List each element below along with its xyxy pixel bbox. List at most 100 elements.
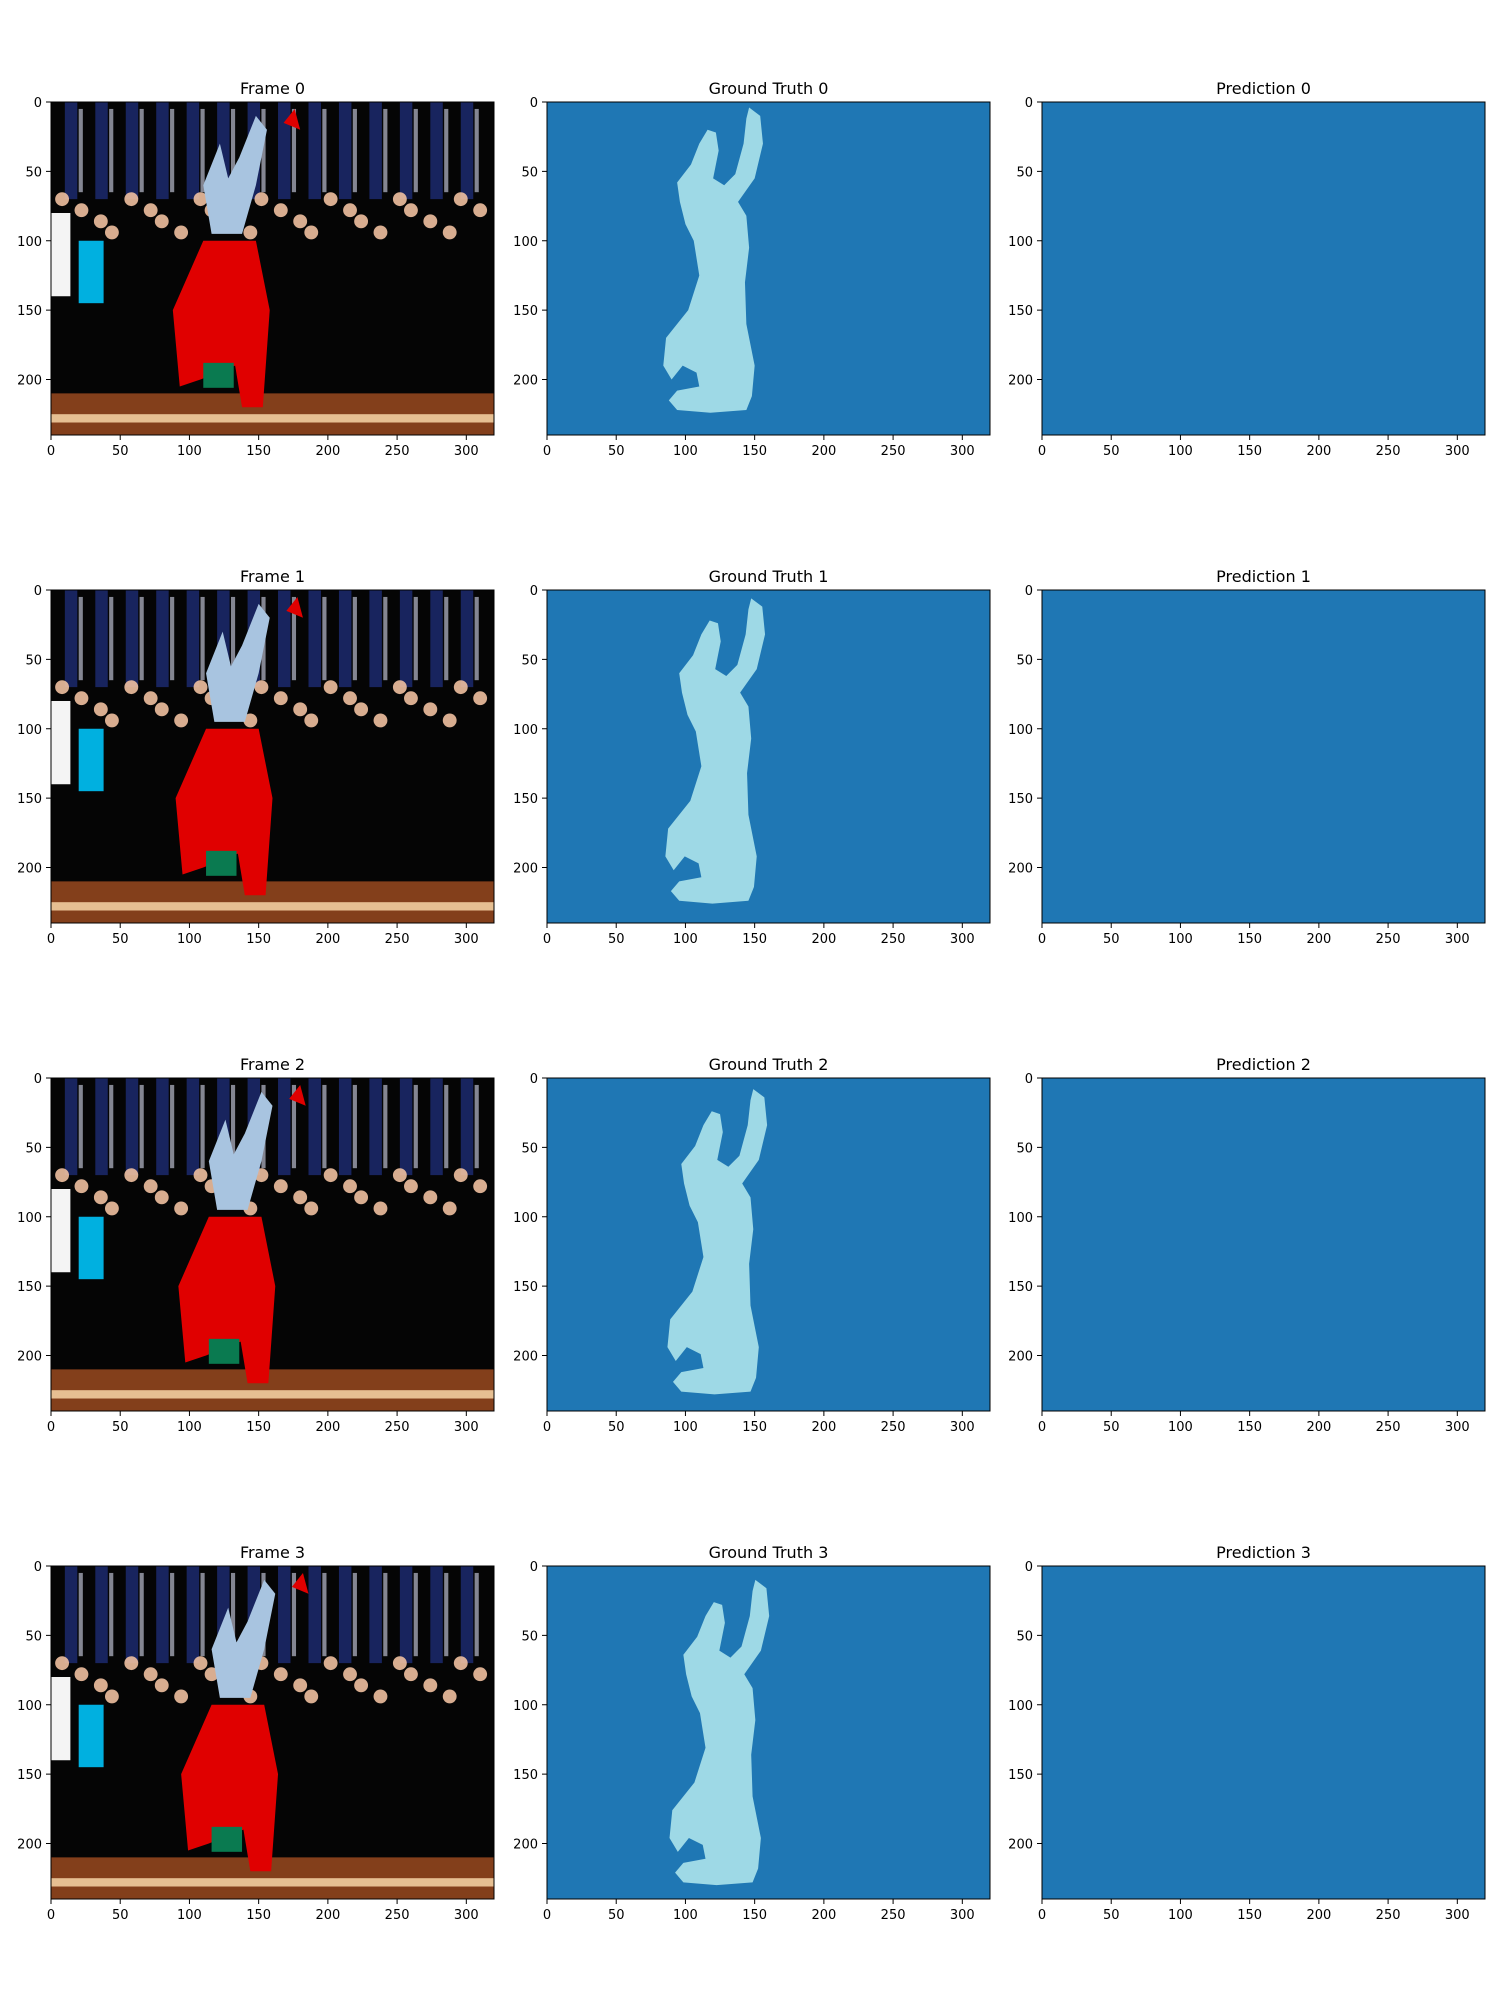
mask-background [1042, 1078, 1485, 1411]
x-tick-label: 100 [177, 1420, 202, 1435]
building-window [369, 590, 382, 688]
building-window [64, 590, 78, 688]
x-tick-label: 200 [811, 1420, 836, 1435]
image-area [547, 590, 990, 923]
y-tick-label: 100 [17, 235, 42, 250]
x-tick-label: 200 [315, 932, 340, 947]
crowd-head [423, 1678, 438, 1693]
building-pillar [139, 1084, 144, 1169]
y-tick-label: 0 [34, 1072, 42, 1087]
y-tick-label: 200 [513, 374, 538, 389]
y-tick-label: 100 [17, 1211, 42, 1226]
x-tick-label: 300 [950, 1908, 975, 1923]
crowd-head [243, 713, 258, 728]
y-tick-label: 0 [530, 1560, 538, 1575]
building-pillar [352, 596, 357, 681]
y-tick-label: 0 [34, 96, 42, 111]
building-pillar [109, 1084, 114, 1169]
building-window [308, 590, 321, 688]
y-tick-label: 0 [34, 584, 42, 599]
image-area [547, 1078, 990, 1411]
x-tick-label: 300 [950, 932, 975, 947]
x-tick-label: 150 [1237, 1908, 1262, 1923]
spectator-white [51, 701, 71, 785]
crowd-head [453, 1656, 468, 1671]
building-pillar [474, 1572, 479, 1657]
x-tick-label: 300 [454, 932, 479, 947]
crowd-head [254, 680, 269, 695]
crowd-head [74, 1667, 89, 1682]
dancer-legs [211, 1579, 276, 1698]
crowd-head [453, 1168, 468, 1183]
image-area [51, 590, 495, 923]
crowd-head [273, 691, 288, 706]
crowd-head [154, 1678, 169, 1693]
crowd-head [104, 1201, 119, 1216]
x-tick-label: 0 [47, 1908, 55, 1923]
building-pillar [200, 1572, 205, 1657]
subplot-title: Frame 3 [240, 1543, 305, 1562]
x-tick-label: 300 [950, 1420, 975, 1435]
crowd-head [343, 691, 357, 706]
crowd-head [174, 225, 189, 240]
subplot-title: Prediction 1 [1216, 567, 1311, 586]
x-tick-label: 50 [112, 1420, 129, 1435]
crowd-head [323, 1168, 338, 1183]
x-tick-label: 0 [1038, 932, 1046, 947]
x-tick-label: 0 [47, 1420, 55, 1435]
spectator-white [51, 1189, 71, 1273]
building-window [95, 1078, 108, 1176]
crowd-head [124, 1168, 139, 1183]
y-tick-label: 150 [1008, 792, 1033, 807]
mask-background [1042, 102, 1485, 435]
y-tick-label: 50 [25, 165, 42, 180]
crowd-head [273, 203, 288, 218]
crowd-head [323, 1656, 338, 1671]
crowd-head [143, 1667, 158, 1682]
building-pillar [109, 1572, 114, 1657]
building-window [399, 1566, 413, 1664]
crowd-head [442, 713, 457, 728]
dancer-shoe [291, 1572, 309, 1594]
building-window [278, 1566, 291, 1664]
crowd-head [254, 192, 269, 207]
building-pillar [170, 108, 175, 193]
crowd-head [423, 214, 438, 229]
y-tick-label: 200 [1008, 862, 1033, 877]
subplot-photo-1: Frame 1 0 50 100 150 200 250 300 0 50 100 150 200 [17, 567, 495, 947]
crowd-head [154, 214, 169, 229]
image-area [547, 1566, 990, 1899]
building-pillar [291, 108, 297, 193]
dancer-green-item [206, 850, 237, 876]
x-tick-label: 200 [1306, 1420, 1331, 1435]
floor-highlight [51, 414, 495, 423]
crowd-head [93, 1190, 108, 1205]
building-window [95, 590, 108, 688]
crowd-head [442, 1689, 457, 1704]
building-pillar [322, 108, 327, 193]
image-area [1042, 590, 1485, 923]
image-area [51, 1078, 495, 1411]
crowd-head [354, 1678, 369, 1693]
x-tick-label: 300 [454, 1908, 479, 1923]
y-tick-label: 100 [513, 235, 538, 250]
building-pillar [139, 1572, 144, 1657]
building-window [186, 1078, 200, 1176]
building-pillar [291, 1572, 297, 1657]
building-pillar [383, 108, 388, 193]
crowd-head [74, 1179, 89, 1194]
subplot-empty-0: Prediction 0 0 50 100 150 200 250 300 0 50 100 150 2… [1008, 79, 1486, 459]
subplot-empty-1: Prediction 1 0 50 100 150 200 250 300 0 50 100 150 2… [1008, 567, 1486, 947]
building-pillar [291, 596, 297, 681]
crowd-head [74, 691, 89, 706]
crowd-head [473, 691, 488, 706]
floor [51, 393, 495, 435]
subplot-empty-2: Prediction 2 0 50 100 150 200 250 300 0 50 100 150 2… [1008, 1055, 1486, 1435]
x-tick-label: 100 [1168, 1420, 1193, 1435]
x-tick-label: 100 [177, 1908, 202, 1923]
building-pillar [139, 108, 144, 193]
photo-background [51, 1078, 495, 1411]
building-window [278, 590, 291, 688]
y-tick-label: 200 [1008, 1350, 1033, 1365]
crowd-head [373, 225, 388, 240]
